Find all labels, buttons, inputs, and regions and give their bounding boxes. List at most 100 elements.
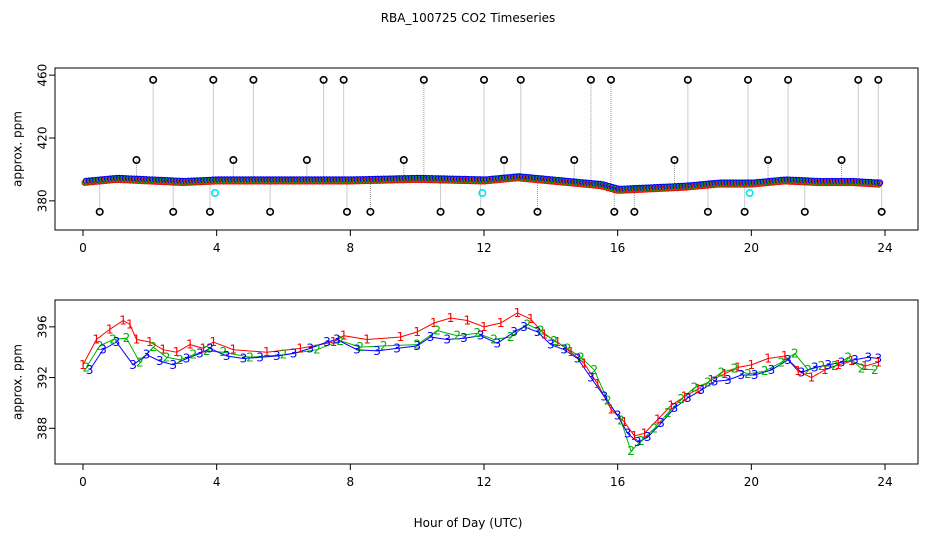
outlier-point (169, 207, 178, 216)
point-label: 3 (129, 358, 137, 372)
outlier-point (205, 207, 214, 216)
outlier-point (854, 75, 863, 84)
point-label: 2 (704, 376, 712, 390)
point-label: 1 (654, 412, 662, 426)
point-label: 3 (574, 352, 582, 366)
point-label: 2 (664, 406, 672, 420)
point-label: 1 (340, 329, 348, 343)
outlier-point (740, 207, 749, 216)
point-label: 1 (621, 415, 629, 429)
point-label: 3 (768, 363, 776, 377)
point-label: 2 (731, 362, 739, 376)
x-axis: 0 4 8 12 16 20 24 (79, 464, 893, 489)
outlier-point (132, 156, 141, 165)
point-label: 1 (874, 355, 882, 369)
point-label: 3 (724, 373, 732, 387)
point-label: 2 (83, 360, 91, 374)
point-label: 2 (744, 367, 752, 381)
point-label: 2 (109, 333, 117, 347)
point-label: 2 (490, 333, 498, 347)
point-label: 2 (136, 355, 144, 369)
point-label: 3 (143, 348, 151, 362)
outlier-point (229, 156, 238, 165)
x-axis-label: Hour of Day (UTC) (414, 516, 523, 530)
point-label: 3 (306, 341, 314, 355)
point-label: 1 (861, 359, 869, 373)
outlier-point (630, 207, 639, 216)
point-label: 2 (336, 334, 344, 348)
series-line-3 (89, 326, 879, 443)
point-label: 1 (694, 382, 702, 396)
point-label: 2 (577, 350, 585, 364)
point-label: 1 (594, 377, 602, 391)
outlier-point (436, 207, 445, 216)
point-label: 3 (600, 390, 608, 404)
point-label: 2 (96, 339, 104, 353)
point-label: 3 (851, 353, 859, 367)
y-axis: 380 420 460 (36, 64, 55, 212)
point-label: 2 (507, 330, 515, 344)
outlier-point (606, 75, 615, 84)
point-label: 3 (520, 320, 528, 334)
point-label: 3 (624, 426, 632, 440)
point-label: 2 (564, 341, 572, 355)
point-label: 3 (824, 358, 832, 372)
point-label: 1 (721, 367, 729, 381)
point-label: 2 (433, 324, 441, 338)
point-label: 2 (691, 381, 699, 395)
point-label: 2 (280, 348, 288, 362)
point-label: 3 (510, 325, 518, 339)
point-label: 3 (798, 365, 806, 379)
outlier-point (209, 75, 218, 84)
point-label: 2 (550, 334, 558, 348)
outlier-point (743, 75, 752, 84)
point-label: 2 (590, 363, 598, 377)
outlier-point (500, 156, 509, 165)
point-label: 3 (373, 344, 381, 358)
point-label: 1 (173, 345, 181, 359)
point-label: 1 (794, 364, 802, 378)
flagged-point (210, 189, 219, 198)
x-tick-label: 12 (476, 241, 491, 255)
point-label: 3 (196, 346, 204, 360)
y-tick-label: 380 (36, 189, 50, 212)
point-label: 2 (473, 326, 481, 340)
point-label: 2 (453, 329, 461, 343)
x-tick-label: 24 (877, 241, 892, 255)
outlier-point (784, 75, 793, 84)
point-label: 3 (634, 435, 642, 449)
point-label: 3 (99, 343, 107, 357)
x-tick-label: 16 (610, 475, 625, 489)
point-label: 2 (189, 348, 197, 362)
outlier-point (419, 75, 428, 84)
point-label: 3 (560, 343, 568, 357)
flagged-point (745, 189, 754, 198)
outlier-point (800, 207, 809, 216)
point-label: 2 (617, 414, 625, 428)
point-label: 2 (524, 317, 532, 331)
point-label: 3 (644, 430, 652, 444)
point-label: 1 (447, 311, 455, 325)
point-label: 3 (353, 343, 361, 357)
point-label: 3 (477, 329, 485, 343)
point-label: 1 (146, 335, 154, 349)
point-label: 3 (547, 338, 555, 352)
outlier-point (703, 207, 712, 216)
point-label: 3 (737, 368, 745, 382)
point-label: 1 (430, 316, 438, 330)
x-tick-label: 8 (347, 475, 355, 489)
point-label: 3 (393, 341, 401, 355)
x-tick-label: 4 (213, 475, 221, 489)
point-label: 2 (357, 340, 365, 354)
point-label: 3 (413, 339, 421, 353)
point-label: 1 (126, 317, 134, 331)
outlier-point (149, 75, 158, 84)
point-label: 2 (677, 392, 685, 406)
outlier-point (339, 75, 348, 84)
flagged-point (478, 189, 487, 198)
point-label: 3 (113, 335, 121, 349)
point-label: 1 (554, 335, 562, 349)
